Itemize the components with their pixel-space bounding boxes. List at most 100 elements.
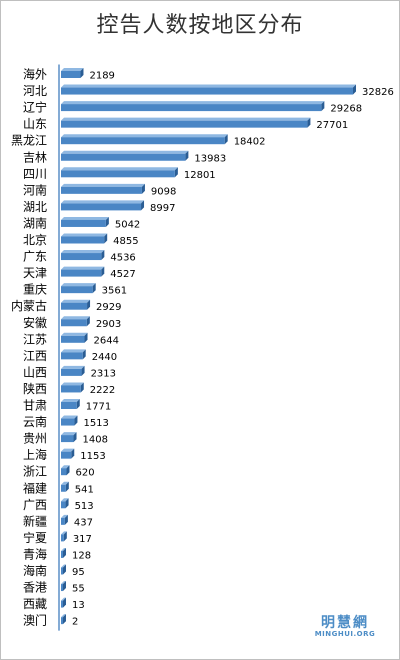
watermark-site: MINGHUI.ORG: [314, 630, 376, 638]
value-label-28: 317: [73, 534, 92, 545]
bar-17: [61, 349, 86, 360]
category-label-28: 宁夏: [23, 530, 47, 545]
bar-24: [61, 465, 70, 476]
bar-33: [61, 614, 66, 625]
bar-6: [61, 167, 178, 178]
value-label-16: 2644: [94, 335, 119, 346]
bar-31: [61, 581, 66, 592]
value-label-27: 437: [74, 517, 93, 528]
value-label-2: 29268: [330, 104, 362, 115]
value-label-6: 12801: [184, 170, 216, 181]
bar-18: [61, 365, 85, 376]
bar-5: [61, 150, 189, 161]
category-label-25: 福建: [23, 480, 47, 495]
category-label-16: 江苏: [23, 332, 47, 346]
category-label-17: 江西: [23, 349, 47, 363]
bar-16: [61, 332, 88, 343]
category-label-10: 北京: [23, 233, 47, 247]
value-label-7: 9098: [151, 186, 176, 197]
category-label-2: 辽宁: [23, 100, 47, 115]
value-label-14: 2929: [96, 302, 121, 313]
category-label-20: 甘肃: [23, 399, 47, 413]
category-label-8: 湖北: [23, 199, 47, 214]
category-label-23: 上海: [23, 447, 47, 462]
value-label-4: 18402: [234, 137, 266, 148]
value-label-10: 4855: [113, 236, 138, 247]
category-label-4: 黑龙江: [11, 134, 47, 148]
bar-12: [61, 266, 105, 277]
bar-21: [61, 415, 78, 426]
category-label-31: 香港: [23, 581, 47, 595]
value-label-29: 128: [72, 550, 91, 561]
value-label-12: 4527: [110, 269, 135, 280]
category-label-15: 安徽: [23, 315, 47, 330]
category-label-19: 陕西: [23, 381, 47, 396]
chart-title: 控告人数按地区分布: [96, 13, 304, 38]
value-label-31: 55: [72, 584, 85, 595]
value-label-21: 1513: [83, 418, 108, 429]
bar-11: [61, 250, 105, 261]
category-label-14: 内蒙古: [11, 298, 47, 313]
value-label-30: 95: [72, 567, 85, 578]
category-label-0: 海外: [23, 67, 47, 82]
category-label-9: 湖南: [23, 215, 47, 230]
value-label-0: 2189: [89, 71, 114, 82]
bar-19: [61, 382, 84, 393]
bar-10: [61, 233, 108, 244]
value-label-5: 13983: [194, 153, 226, 164]
category-label-13: 重庆: [23, 283, 47, 297]
value-label-19: 2222: [90, 385, 115, 396]
value-label-33: 2: [72, 617, 78, 628]
bar-1: [61, 84, 356, 95]
bar-4: [61, 134, 228, 145]
value-label-13: 3561: [102, 286, 127, 297]
bar-26: [61, 498, 69, 509]
value-label-22: 1408: [83, 435, 108, 446]
category-label-30: 海南: [23, 563, 47, 578]
category-label-18: 山西: [23, 365, 47, 379]
bar-15: [61, 316, 90, 327]
category-label-24: 浙江: [23, 465, 47, 479]
bar-32: [61, 597, 66, 608]
value-label-11: 4536: [110, 253, 135, 264]
category-label-3: 山东: [23, 117, 47, 131]
value-label-25: 541: [75, 484, 94, 495]
category-label-26: 广西: [23, 498, 47, 512]
value-label-8: 8997: [150, 203, 175, 214]
value-label-23: 1153: [80, 451, 105, 462]
bar-8: [61, 200, 145, 211]
category-label-29: 青海: [23, 546, 47, 561]
value-label-17: 2440: [92, 352, 117, 363]
category-label-1: 河北: [23, 84, 47, 98]
value-label-26: 513: [75, 501, 94, 512]
bar-7: [61, 183, 145, 194]
bar-20: [61, 399, 80, 409]
category-label-11: 广东: [23, 250, 47, 264]
category-label-21: 云南: [23, 414, 47, 429]
bar-0: [61, 68, 84, 78]
watermark-logo-text: 明慧網: [321, 615, 369, 631]
category-label-27: 新疆: [23, 513, 47, 528]
value-label-1: 32826: [362, 87, 394, 98]
bar-28: [61, 531, 67, 542]
bar-9: [61, 216, 109, 227]
bar-14: [61, 299, 91, 310]
category-label-22: 贵州: [23, 432, 47, 446]
category-label-33: 澳门: [23, 613, 47, 628]
value-label-24: 620: [76, 468, 95, 479]
value-label-15: 2903: [96, 319, 121, 330]
category-label-7: 河南: [23, 182, 47, 197]
value-label-3: 27701: [316, 120, 348, 131]
bar-23: [61, 448, 75, 459]
category-label-6: 四川: [23, 167, 47, 181]
value-label-32: 13: [72, 600, 85, 611]
bar-3: [61, 117, 311, 128]
value-label-9: 5042: [115, 219, 140, 230]
value-label-20: 1771: [86, 402, 111, 413]
bar-25: [61, 481, 69, 492]
bar-29: [61, 547, 66, 558]
category-label-32: 西藏: [23, 597, 47, 611]
bar-27: [61, 514, 68, 525]
